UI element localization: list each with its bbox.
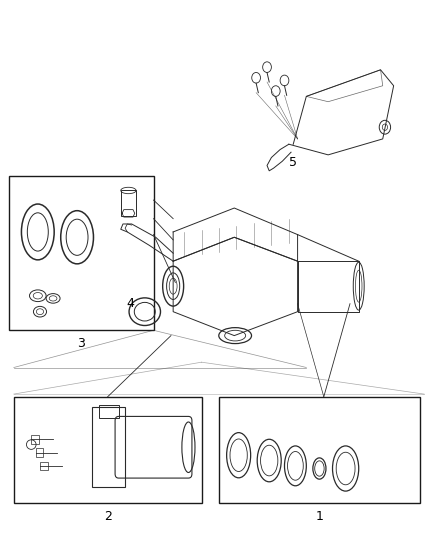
Bar [31,435,39,443]
Text: 5: 5 [289,156,297,169]
Bar [40,462,48,470]
Bar [99,405,119,418]
Bar [10,176,153,330]
Bar [14,397,201,503]
Text: 2: 2 [104,510,112,523]
Bar [219,397,420,503]
Bar [121,190,136,216]
Text: 1: 1 [315,510,323,523]
Bar [35,448,43,457]
Text: 4: 4 [127,297,135,310]
Text: 3: 3 [78,337,85,350]
